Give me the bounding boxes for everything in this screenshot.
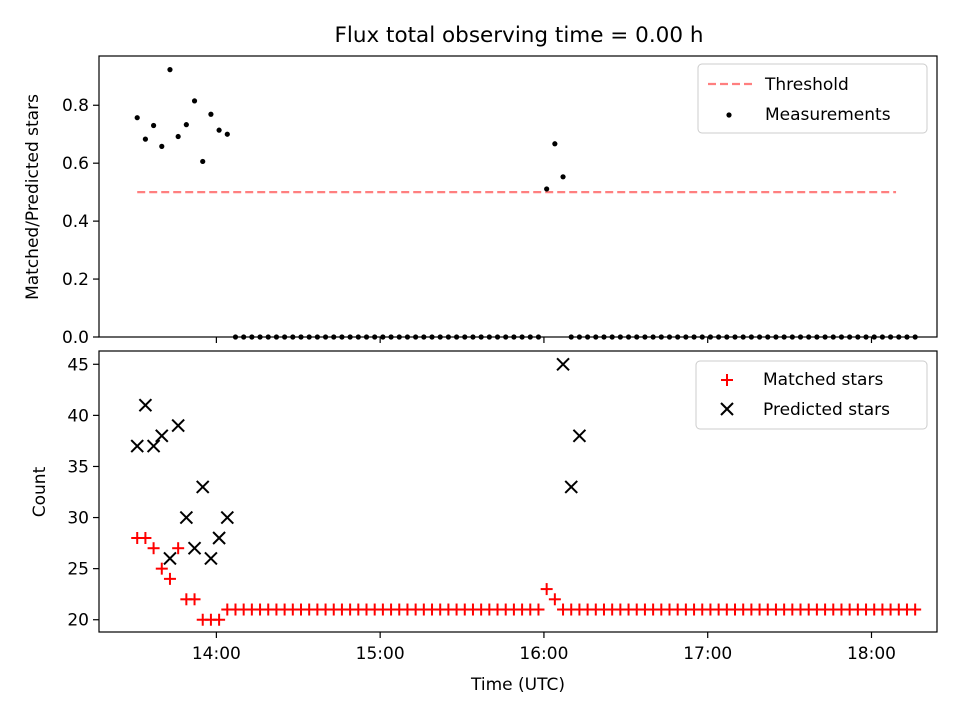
predicted-point-stroke bbox=[138, 398, 153, 412]
bottom-panel: Count Time (UTC) 20 25 30 35 40 45 14:00 15:00… bbox=[30, 350, 938, 695]
matched-point bbox=[540, 583, 553, 596]
predicted-point bbox=[204, 551, 218, 566]
measurement-point bbox=[208, 111, 214, 117]
predicted-point-stroke bbox=[556, 357, 570, 371]
predicted-point-stroke bbox=[155, 429, 169, 443]
top-y-tick-label: 0.8 bbox=[62, 96, 89, 116]
matched-point bbox=[909, 603, 922, 616]
predicted-point bbox=[171, 418, 185, 433]
predicted-point bbox=[163, 551, 177, 566]
bottom-xlabel: Time (UTC) bbox=[470, 675, 565, 695]
measurements-legend-label: Measurements bbox=[765, 105, 891, 125]
matched-point bbox=[139, 531, 152, 544]
top-y-ticks: 0.0 0.2 0.4 0.6 0.8 bbox=[62, 96, 99, 348]
matched-legend-swatch bbox=[721, 374, 733, 386]
predicted-point-stroke bbox=[187, 541, 202, 555]
bottom-y-tick-label: 30 bbox=[67, 509, 89, 529]
top-y-tick-label: 0.0 bbox=[62, 328, 89, 348]
predicted-point-stroke bbox=[572, 429, 587, 443]
measurement-point bbox=[183, 122, 189, 128]
bottom-ylabel: Count bbox=[30, 466, 50, 517]
predicted-legend-swatch bbox=[720, 402, 734, 416]
matched-points bbox=[131, 531, 922, 626]
matched-point bbox=[147, 542, 160, 555]
predicted-points bbox=[130, 357, 587, 566]
predicted-point-stroke bbox=[130, 439, 144, 453]
matched-point bbox=[163, 572, 176, 585]
predicted-point-stroke bbox=[220, 510, 235, 525]
predicted-point-stroke bbox=[171, 418, 185, 433]
bottom-x-tick-label: 14:00 bbox=[192, 644, 241, 664]
measurement-point bbox=[167, 67, 173, 73]
bottom-y-tick-label: 40 bbox=[67, 406, 89, 426]
matched-point bbox=[155, 562, 168, 575]
top-legend: Threshold Measurements bbox=[697, 63, 928, 134]
bottom-x-tick-label: 18:00 bbox=[847, 644, 896, 664]
matched-point bbox=[532, 603, 545, 616]
bottom-x-tick-label: 17:00 bbox=[683, 644, 732, 664]
measurement-point bbox=[224, 131, 230, 137]
predicted-point bbox=[564, 480, 578, 494]
top-legend-box bbox=[697, 63, 928, 134]
top-y-tick-label: 0.6 bbox=[62, 154, 89, 174]
measurement-point bbox=[200, 158, 206, 165]
matched-legend-label: Matched stars bbox=[763, 370, 883, 390]
predicted-point-stroke bbox=[163, 551, 177, 566]
measurement-point bbox=[552, 141, 558, 147]
bottom-y-ticks: 20 25 30 35 40 45 bbox=[67, 355, 99, 631]
matched-point bbox=[188, 593, 201, 606]
bottom-x-tick-label: 15:00 bbox=[356, 644, 405, 664]
predicted-point-stroke bbox=[196, 480, 210, 494]
predicted-point bbox=[130, 439, 144, 453]
bottom-legend: Matched stars Predicted stars bbox=[695, 360, 928, 430]
top-x-ticks bbox=[215, 337, 873, 343]
measurement-point bbox=[191, 98, 198, 104]
bottom-axes-frame bbox=[98, 350, 938, 633]
bottom-x-tick-label: 16:00 bbox=[519, 644, 568, 664]
predicted-point bbox=[556, 357, 570, 371]
measurement-point bbox=[175, 133, 181, 140]
predicted-point bbox=[212, 531, 226, 545]
predicted-point bbox=[572, 429, 587, 443]
bottom-legend-box bbox=[695, 360, 928, 430]
predicted-point-stroke bbox=[212, 531, 226, 545]
bottom-y-tick-label: 35 bbox=[67, 457, 89, 477]
top-axes-frame bbox=[98, 55, 938, 338]
top-y-tick-label: 0.4 bbox=[62, 212, 89, 232]
measurements-legend-swatch bbox=[726, 112, 732, 118]
predicted-point-stroke bbox=[146, 439, 161, 453]
predicted-point-stroke bbox=[564, 480, 578, 494]
measurement-point bbox=[150, 122, 157, 129]
bottom-x-ticks: 14:00 15:00 16:00 17:00 18:00 bbox=[192, 632, 896, 664]
matched-point bbox=[548, 593, 561, 606]
measurement-point bbox=[159, 143, 165, 149]
predicted-point bbox=[196, 480, 210, 494]
measurement-point bbox=[216, 127, 222, 133]
predicted-point bbox=[187, 541, 202, 555]
bottom-y-tick-label: 25 bbox=[67, 560, 89, 580]
predicted-point bbox=[220, 510, 235, 525]
measurement-point bbox=[544, 186, 550, 192]
measurement-point bbox=[142, 136, 149, 142]
chart-title: Flux total observing time = 0.00 h bbox=[335, 23, 704, 48]
top-y-tick-label: 0.2 bbox=[62, 270, 89, 290]
bottom-y-tick-label: 45 bbox=[67, 355, 89, 375]
top-ylabel: Matched/Predicted stars bbox=[23, 94, 43, 300]
measurement-point bbox=[560, 174, 566, 180]
measurement-points bbox=[134, 67, 918, 340]
predicted-point-stroke bbox=[179, 510, 194, 525]
top-panel: Matched/Predicted stars 0.00.20.40.60.8 … bbox=[23, 55, 938, 348]
predicted-point bbox=[146, 439, 161, 453]
threshold-legend-label: Threshold bbox=[764, 75, 849, 95]
predicted-point bbox=[179, 510, 194, 525]
matched-point bbox=[213, 613, 226, 626]
bottom-y-tick-label: 20 bbox=[67, 611, 89, 631]
predicted-point-stroke bbox=[204, 551, 218, 566]
predicted-legend-label: Predicted stars bbox=[763, 400, 890, 420]
measurement-point bbox=[134, 115, 140, 121]
predicted-point bbox=[155, 429, 169, 443]
predicted-point bbox=[138, 398, 153, 412]
matched-point bbox=[172, 542, 185, 555]
